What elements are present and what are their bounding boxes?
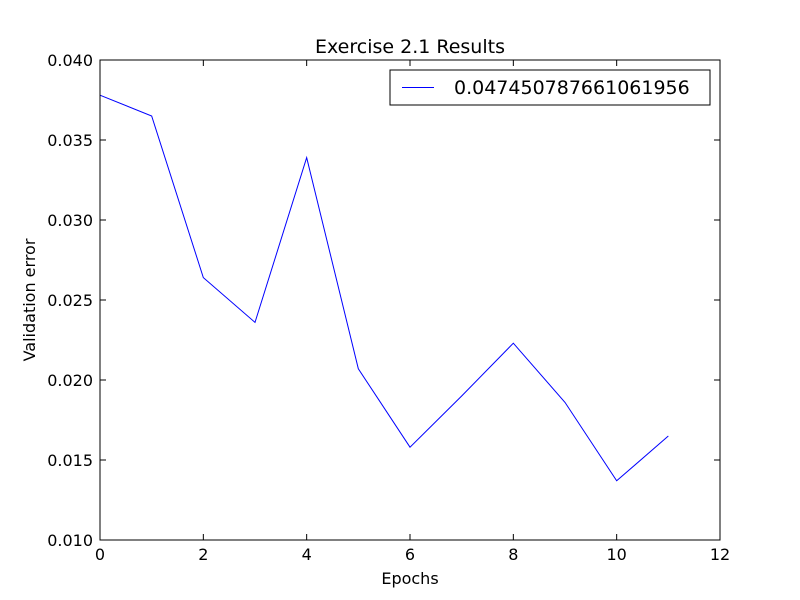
x-tick-label: 0 xyxy=(95,545,105,564)
legend-label: 0.047450787661061956 xyxy=(454,77,690,99)
y-tick-label: 0.030 xyxy=(47,211,93,230)
plot-background xyxy=(100,60,720,540)
legend: 0.047450787661061956 xyxy=(389,69,711,106)
ticks-layer: 0 2 4 6 8 10 12 0.010 0.015 0.020 0.025 0.030 0.035 0… xyxy=(47,51,730,564)
x-tick-label: 6 xyxy=(405,545,415,564)
x-tick-label: 4 xyxy=(302,545,312,564)
x-tick-label: 2 xyxy=(198,545,208,564)
y-tick-label: 0.035 xyxy=(47,131,93,150)
x-tick-label: 12 xyxy=(710,545,730,564)
x-tick-label: 10 xyxy=(606,545,626,564)
y-tick-label: 0.015 xyxy=(47,451,93,470)
series-layer xyxy=(99,94,669,482)
y-axis-label: Validation error xyxy=(20,238,39,361)
y-tick-label: 0.025 xyxy=(47,291,93,310)
x-tick-label: 8 xyxy=(508,545,518,564)
series-line xyxy=(99,94,669,482)
x-axis-label: Epochs xyxy=(381,569,438,588)
y-tick-label: 0.040 xyxy=(47,51,93,70)
legend-box xyxy=(389,69,711,106)
y-tick-label: 0.010 xyxy=(47,531,93,550)
chart-title: Exercise 2.1 Results xyxy=(315,36,505,58)
plot-frame xyxy=(99,59,721,541)
y-tick-label: 0.020 xyxy=(47,371,93,390)
